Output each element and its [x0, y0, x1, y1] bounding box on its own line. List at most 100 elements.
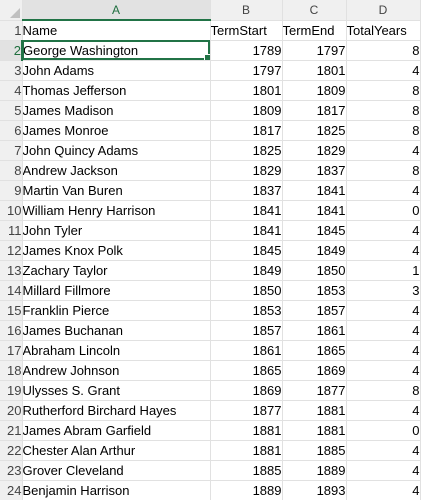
cell-name[interactable]: Andrew Jackson — [22, 160, 211, 181]
cell-term-end[interactable]: 1845 — [282, 220, 347, 241]
column-header-c[interactable]: C — [282, 0, 347, 21]
cell-term-end[interactable]: TermEnd — [282, 20, 347, 41]
cell-term-start[interactable]: 1829 — [210, 160, 283, 181]
fill-handle[interactable] — [203, 53, 209, 59]
row-header[interactable]: 1 — [0, 20, 23, 41]
cell-total-years[interactable]: 4 — [346, 220, 421, 241]
cell-term-end[interactable]: 1841 — [282, 200, 347, 221]
cell-name[interactable]: Millard Fillmore — [22, 280, 211, 301]
cell-name[interactable]: Grover Cleveland — [22, 460, 211, 481]
cell-term-start[interactable]: 1801 — [210, 80, 283, 101]
cell-term-start[interactable]: 1865 — [210, 360, 283, 381]
cell-total-years[interactable]: 1 — [346, 260, 421, 281]
row-header[interactable]: 22 — [0, 440, 23, 461]
cell-term-start[interactable]: 1809 — [210, 100, 283, 121]
cell-total-years[interactable]: 4 — [346, 360, 421, 381]
row-header[interactable]: 17 — [0, 340, 23, 361]
cell-total-years[interactable]: 4 — [346, 340, 421, 361]
column-header-a[interactable]: A — [22, 0, 211, 21]
cell-total-years[interactable]: 4 — [346, 60, 421, 81]
cell-name[interactable]: James Abram Garfield — [22, 420, 211, 441]
cell-name[interactable]: James Buchanan — [22, 320, 211, 341]
cell-total-years[interactable]: 8 — [346, 160, 421, 181]
cell-term-start[interactable]: 1849 — [210, 260, 283, 281]
cell-term-start[interactable]: 1857 — [210, 320, 283, 341]
cell-total-years[interactable]: 8 — [346, 380, 421, 401]
cell-term-start[interactable]: 1861 — [210, 340, 283, 361]
cell-name[interactable]: William Henry Harrison — [22, 200, 211, 221]
cell-total-years[interactable]: 0 — [346, 420, 421, 441]
cell-name[interactable]: Franklin Pierce — [22, 300, 211, 321]
cell-name[interactable]: Benjamin Harrison — [22, 480, 211, 500]
cell-term-start[interactable]: 1817 — [210, 120, 283, 141]
row-header[interactable]: 4 — [0, 80, 23, 101]
cell-total-years[interactable]: 4 — [346, 300, 421, 321]
cell-term-end[interactable]: 1797 — [282, 40, 347, 61]
cell-term-end[interactable]: 1857 — [282, 300, 347, 321]
cell-name[interactable]: James Madison — [22, 100, 211, 121]
cell-total-years[interactable]: 8 — [346, 120, 421, 141]
cell-total-years[interactable]: 4 — [346, 180, 421, 201]
cell-term-start[interactable]: 1877 — [210, 400, 283, 421]
column-header-d[interactable]: D — [346, 0, 421, 21]
row-header[interactable]: 2 — [0, 40, 23, 61]
row-header[interactable]: 9 — [0, 180, 23, 201]
cell-term-end[interactable]: 1849 — [282, 240, 347, 261]
cell-term-end[interactable]: 1881 — [282, 420, 347, 441]
cell-term-end[interactable]: 1869 — [282, 360, 347, 381]
cell-name[interactable]: James Knox Polk — [22, 240, 211, 261]
cell-total-years[interactable]: 3 — [346, 280, 421, 301]
cell-name[interactable]: John Adams — [22, 60, 211, 81]
cell-name[interactable]: John Tyler — [22, 220, 211, 241]
cell-name[interactable]: James Monroe — [22, 120, 211, 141]
cell-term-start[interactable]: 1869 — [210, 380, 283, 401]
cell-term-end[interactable]: 1893 — [282, 480, 347, 500]
row-header[interactable]: 20 — [0, 400, 23, 421]
cell-term-start[interactable]: 1850 — [210, 280, 283, 301]
cell-total-years[interactable]: 8 — [346, 40, 421, 61]
cell-term-start[interactable]: 1885 — [210, 460, 283, 481]
cell-name[interactable]: Ulysses S. Grant — [22, 380, 211, 401]
row-header[interactable]: 10 — [0, 200, 23, 221]
cell-term-end[interactable]: 1809 — [282, 80, 347, 101]
cell-term-end[interactable]: 1841 — [282, 180, 347, 201]
cell-term-start[interactable]: 1881 — [210, 420, 283, 441]
cell-total-years[interactable]: 4 — [346, 320, 421, 341]
row-header[interactable]: 21 — [0, 420, 23, 441]
cell-total-years[interactable]: 4 — [346, 400, 421, 421]
cell-term-start[interactable]: 1797 — [210, 60, 283, 81]
cell-term-end[interactable]: 1861 — [282, 320, 347, 341]
column-header-b[interactable]: B — [210, 0, 283, 21]
cell-name[interactable]: Zachary Taylor — [22, 260, 211, 281]
cell-name[interactable]: Name — [22, 20, 211, 41]
cell-term-end[interactable]: 1853 — [282, 280, 347, 301]
cell-term-end[interactable]: 1881 — [282, 400, 347, 421]
cell-total-years[interactable]: 8 — [346, 100, 421, 121]
row-header[interactable]: 14 — [0, 280, 23, 301]
cell-term-end[interactable]: 1801 — [282, 60, 347, 81]
cell-term-start[interactable]: 1853 — [210, 300, 283, 321]
row-header[interactable]: 7 — [0, 140, 23, 161]
cell-term-end[interactable]: 1889 — [282, 460, 347, 481]
cell-name[interactable]: Andrew Johnson — [22, 360, 211, 381]
row-header[interactable]: 5 — [0, 100, 23, 121]
cell-term-end[interactable]: 1885 — [282, 440, 347, 461]
cell-term-start[interactable]: 1825 — [210, 140, 283, 161]
row-header[interactable]: 23 — [0, 460, 23, 481]
active-cell[interactable]: George Washington — [22, 40, 211, 61]
cell-term-end[interactable]: 1850 — [282, 260, 347, 281]
row-header[interactable]: 11 — [0, 220, 23, 241]
cell-total-years[interactable]: 4 — [346, 460, 421, 481]
cell-term-start[interactable]: 1837 — [210, 180, 283, 201]
cell-total-years[interactable]: 0 — [346, 200, 421, 221]
row-header[interactable]: 8 — [0, 160, 23, 181]
cell-total-years[interactable]: 4 — [346, 240, 421, 261]
cell-total-years[interactable]: 8 — [346, 80, 421, 101]
cell-term-end[interactable]: 1865 — [282, 340, 347, 361]
row-header[interactable]: 16 — [0, 320, 23, 341]
cell-term-start[interactable]: 1889 — [210, 480, 283, 500]
cell-term-end[interactable]: 1825 — [282, 120, 347, 141]
row-header[interactable]: 13 — [0, 260, 23, 281]
cell-term-start[interactable]: TermStart — [210, 20, 283, 41]
